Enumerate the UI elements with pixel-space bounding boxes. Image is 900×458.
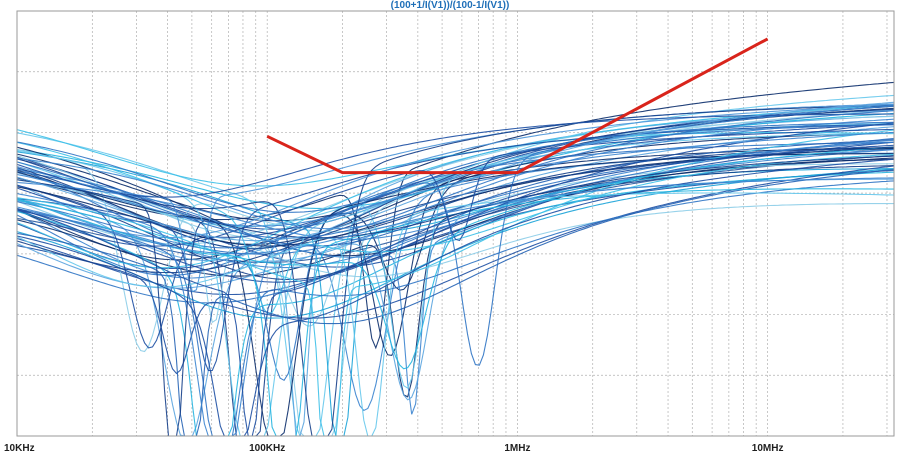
response-curve bbox=[16, 113, 894, 198]
response-curve bbox=[16, 158, 895, 437]
response-curve bbox=[16, 179, 894, 324]
response-curve bbox=[16, 105, 895, 227]
response-curve bbox=[16, 139, 895, 247]
x-axis-ticks: 10KHz 100KHz 1MHz 10MHz bbox=[4, 443, 784, 454]
x-tick-label: 100KHz bbox=[249, 443, 285, 453]
response-curve bbox=[16, 104, 895, 239]
response-curve bbox=[16, 165, 895, 281]
response-curve bbox=[16, 180, 895, 437]
response-curve bbox=[16, 105, 895, 349]
response-curve bbox=[16, 155, 895, 437]
curve-family bbox=[16, 81, 895, 437]
response-curve bbox=[16, 118, 895, 230]
response-curve bbox=[16, 110, 895, 239]
response-curve bbox=[16, 128, 895, 247]
x-tick-label: 10KHz bbox=[4, 443, 35, 453]
response-curve bbox=[16, 104, 895, 437]
response-curve bbox=[16, 131, 895, 437]
response-curve bbox=[16, 124, 895, 366]
chart-title: (100+1/I(V1))/(100-1/I(V1)) bbox=[390, 0, 510, 11]
response-curve bbox=[16, 171, 895, 437]
response-curve bbox=[16, 101, 895, 242]
limit-line-group bbox=[266, 37, 769, 175]
response-curve bbox=[16, 168, 895, 437]
response-curve bbox=[16, 146, 895, 274]
response-curve bbox=[16, 139, 895, 240]
limit-line bbox=[266, 37, 769, 175]
response-curve bbox=[16, 129, 894, 187]
response-curve bbox=[16, 165, 895, 375]
plot-frame bbox=[16, 10, 895, 437]
response-curve bbox=[16, 129, 895, 437]
response-curve bbox=[16, 144, 895, 437]
x-tick-label: 1MHz bbox=[504, 443, 530, 453]
response-curve bbox=[16, 132, 895, 389]
x-tick-label: 10MHz bbox=[752, 443, 784, 453]
response-curve bbox=[16, 177, 894, 255]
